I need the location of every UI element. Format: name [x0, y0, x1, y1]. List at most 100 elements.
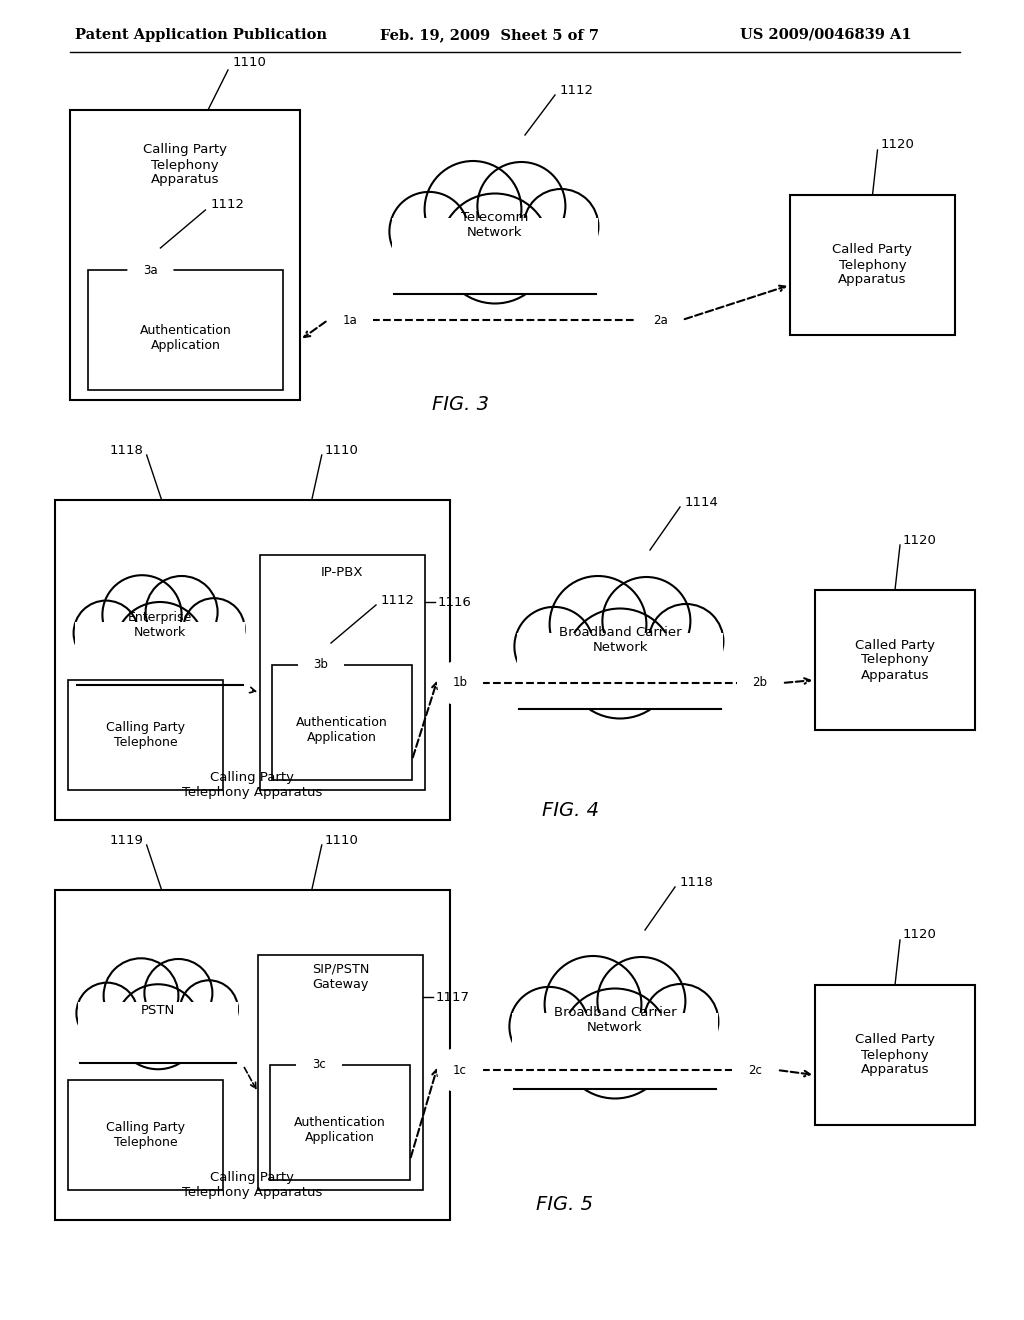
Circle shape: [545, 956, 641, 1053]
Circle shape: [438, 1048, 482, 1092]
Bar: [88, 271, 283, 389]
Text: FIG. 5: FIG. 5: [537, 1196, 594, 1214]
Text: FIG. 4: FIG. 4: [542, 800, 598, 820]
Text: Authentication
Application: Authentication Application: [296, 717, 388, 744]
Text: Feb. 19, 2009  Sheet 5 of 7: Feb. 19, 2009 Sheet 5 of 7: [380, 28, 599, 42]
Circle shape: [648, 605, 723, 678]
Text: Patent Application Publication: Patent Application Publication: [75, 28, 327, 42]
Circle shape: [733, 1048, 777, 1092]
Text: 3b: 3b: [313, 659, 329, 672]
Circle shape: [389, 191, 469, 271]
Bar: [68, 680, 223, 789]
Circle shape: [638, 298, 682, 342]
Circle shape: [440, 194, 550, 304]
Text: 1c: 1c: [453, 1064, 467, 1077]
Circle shape: [644, 983, 719, 1059]
Circle shape: [145, 576, 218, 648]
Bar: [270, 1065, 410, 1180]
Circle shape: [550, 576, 646, 673]
Circle shape: [738, 661, 782, 705]
Text: Calling Party
Telephony
Apparatus: Calling Party Telephony Apparatus: [143, 144, 227, 186]
Text: Enterprise
Network: Enterprise Network: [128, 611, 193, 639]
Text: US 2009/0046839 A1: US 2009/0046839 A1: [740, 28, 911, 42]
Bar: [512, 1012, 719, 1089]
Circle shape: [103, 958, 178, 1034]
Circle shape: [115, 602, 205, 692]
Bar: [76, 622, 245, 685]
Circle shape: [180, 981, 238, 1038]
Circle shape: [438, 661, 482, 705]
Circle shape: [425, 161, 521, 257]
Circle shape: [183, 598, 245, 660]
Text: Broadband Carrier
Network: Broadband Carrier Network: [554, 1006, 676, 1034]
Circle shape: [509, 987, 589, 1067]
Bar: [55, 890, 450, 1220]
Text: 1120: 1120: [903, 533, 937, 546]
Bar: [815, 590, 975, 730]
Text: Calling Party
Telephony Apparatus: Calling Party Telephony Apparatus: [182, 1171, 323, 1199]
Text: Telecomm
Network: Telecomm Network: [462, 211, 528, 239]
Circle shape: [128, 248, 172, 292]
Text: 1117: 1117: [436, 991, 470, 1003]
Bar: [55, 500, 450, 820]
Bar: [272, 665, 412, 780]
Text: 3c: 3c: [312, 1059, 326, 1072]
Text: Authentication
Application: Authentication Application: [139, 323, 231, 352]
Text: 1110: 1110: [325, 833, 358, 846]
Text: 2a: 2a: [652, 314, 668, 326]
Circle shape: [144, 960, 212, 1027]
Circle shape: [297, 1043, 341, 1086]
Text: 1118: 1118: [110, 444, 143, 457]
Bar: [260, 554, 425, 789]
Bar: [516, 632, 723, 709]
Circle shape: [299, 643, 343, 686]
Circle shape: [116, 985, 201, 1069]
Text: SIP/PSTN
Gateway: SIP/PSTN Gateway: [312, 964, 370, 991]
Text: Broadband Carrier
Network: Broadband Carrier Network: [559, 626, 681, 653]
Text: 1120: 1120: [903, 928, 937, 941]
Circle shape: [523, 189, 598, 264]
Bar: [68, 1080, 223, 1191]
Circle shape: [560, 989, 670, 1098]
Bar: [258, 954, 423, 1191]
Bar: [391, 218, 598, 294]
Text: 2b: 2b: [753, 676, 768, 689]
Text: Called Party
Telephony
Apparatus: Called Party Telephony Apparatus: [833, 243, 912, 286]
Circle shape: [597, 957, 685, 1045]
Circle shape: [102, 576, 181, 655]
Text: 1114: 1114: [685, 496, 719, 510]
Bar: [70, 110, 300, 400]
Circle shape: [565, 609, 675, 718]
Circle shape: [328, 298, 372, 342]
Circle shape: [602, 577, 690, 665]
Text: PSTN: PSTN: [141, 1003, 175, 1016]
Text: 1112: 1112: [560, 83, 594, 96]
Circle shape: [477, 162, 565, 249]
Text: 2c: 2c: [749, 1064, 762, 1077]
Text: IP-PBX: IP-PBX: [322, 566, 364, 579]
Text: 1112: 1112: [210, 198, 245, 211]
Text: Authentication
Application: Authentication Application: [294, 1117, 386, 1144]
Circle shape: [514, 607, 594, 686]
Text: Called Party
Telephony
Apparatus: Called Party Telephony Apparatus: [855, 1034, 935, 1077]
Text: Called Party
Telephony
Apparatus: Called Party Telephony Apparatus: [855, 639, 935, 681]
Circle shape: [77, 982, 137, 1044]
Bar: [78, 1002, 238, 1063]
Text: 1112: 1112: [381, 594, 415, 606]
Text: 1110: 1110: [325, 444, 358, 457]
Text: 1a: 1a: [343, 314, 357, 326]
Text: Calling Party
Telephone: Calling Party Telephone: [106, 1121, 185, 1148]
Circle shape: [74, 601, 138, 665]
Text: 1118: 1118: [680, 876, 714, 890]
Text: Calling Party
Telephony Apparatus: Calling Party Telephony Apparatus: [182, 771, 323, 799]
Text: Calling Party
Telephone: Calling Party Telephone: [106, 721, 185, 748]
Text: 1120: 1120: [881, 139, 914, 152]
Text: 1116: 1116: [438, 595, 472, 609]
Text: 3a: 3a: [143, 264, 158, 276]
Text: 1119: 1119: [110, 833, 143, 846]
Bar: [790, 195, 955, 335]
Text: 1b: 1b: [453, 676, 468, 689]
Text: FIG. 3: FIG. 3: [431, 396, 488, 414]
Text: 1110: 1110: [233, 55, 267, 69]
Bar: [815, 985, 975, 1125]
